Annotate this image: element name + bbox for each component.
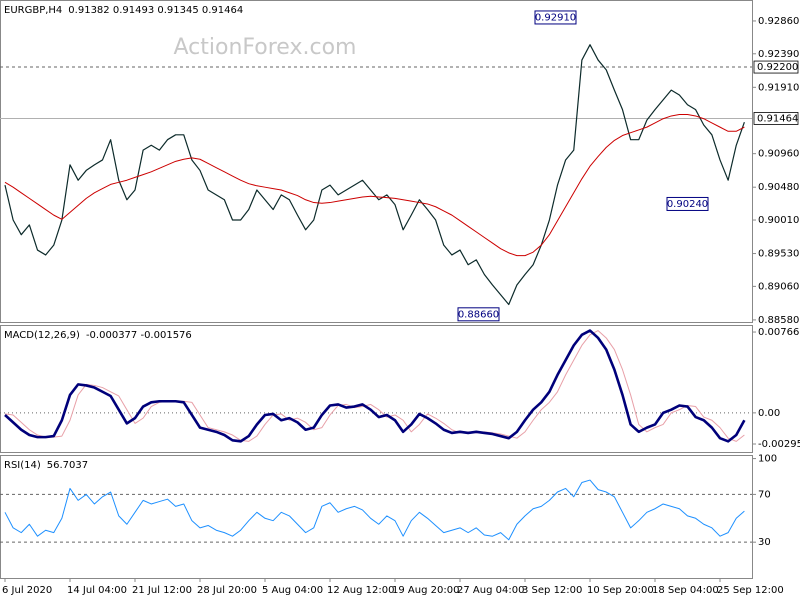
series-line [4,330,745,442]
series-line [4,44,745,306]
level-label-box [753,112,799,125]
panel-title: EURGBP,H4 [4,5,62,16]
x-tick-label: 5 Aug 04:00 [262,585,323,596]
x-tick-label: 18 Sep 04:00 [652,585,719,596]
y-tick-label: 70 [758,489,771,500]
level-label-box [753,60,799,74]
annotation-label: 0.88660 [458,309,499,320]
y-tick-label: -0.002952 [758,439,800,450]
annotation-label: 0.90240 [667,199,708,210]
panel-frame [0,0,753,323]
annotation-box [457,307,500,322]
y-tick-label: 0.90960 [758,149,799,160]
x-tick-label: 27 Aug 04:00 [457,585,524,596]
level-label: 0.91464 [757,113,798,124]
y-tick-label: 0.91910 [758,82,799,93]
series-line [4,329,746,443]
x-tick-label: 3 Sep 12:00 [522,585,582,596]
panel-values: 56.7037 [47,460,88,471]
panel-title: RSI(14) [4,460,41,471]
watermark: ActionForex.com [174,35,357,60]
panel-values: -0.000377 -0.001576 [86,330,192,341]
y-tick-label: 0.92390 [758,49,799,60]
x-tick-label: 19 Aug 20:00 [392,585,459,596]
annotation-box [534,10,577,25]
y-tick-label: 0.89530 [758,249,799,260]
series-line [4,479,745,541]
y-tick-label: 100 [758,454,777,465]
annotation-box [666,196,709,211]
panel-title: MACD(12,26,9) [4,330,80,341]
x-tick-label: 21 Jul 12:00 [132,585,192,596]
y-tick-label: 0.89060 [758,281,799,292]
y-tick-label: 0.92860 [758,16,799,27]
y-tick-label: 0.90480 [758,182,799,193]
y-tick-label: 0.00 [758,408,780,419]
x-tick-label: 25 Sep 12:00 [717,585,784,596]
x-tick-label: 6 Jul 2020 [2,585,52,596]
y-tick-label: 0.88580 [758,315,799,326]
y-tick-label: 0.007663 [758,327,800,338]
y-tick-label: 0.90010 [758,215,799,226]
level-label: 0.92200 [757,62,798,73]
panel-frame [0,455,753,579]
panel-values: 0.91382 0.91493 0.91345 0.91464 [68,5,243,16]
x-tick-label: 28 Jul 20:00 [197,585,257,596]
panel-frame [0,325,753,453]
x-tick-label: 14 Jul 04:00 [67,585,127,596]
annotation-label: 0.92910 [535,12,576,23]
y-tick-label: 30 [758,537,771,548]
series-line [4,114,745,257]
x-tick-label: 10 Sep 20:00 [587,585,654,596]
x-tick-label: 12 Aug 12:00 [327,585,394,596]
